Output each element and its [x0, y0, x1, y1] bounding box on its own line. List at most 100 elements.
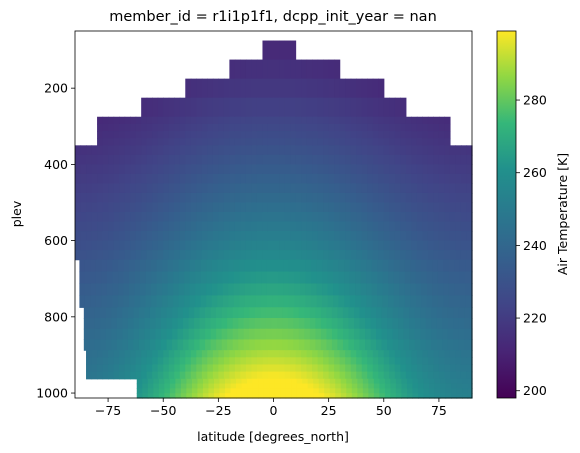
- heatmap-cell: [267, 231, 275, 242]
- heatmap-cell: [144, 339, 151, 351]
- heatmap-cell: [80, 154, 87, 165]
- heatmap-cell: [376, 307, 383, 319]
- heatmap-cell: [276, 307, 283, 319]
- heatmap-cell: [378, 116, 385, 125]
- heatmap-cell: [273, 97, 280, 118]
- heatmap-cell: [466, 145, 473, 156]
- heatmap-cell: [416, 350, 423, 358]
- heatmap-cell: [382, 295, 389, 308]
- heatmap-cell: [185, 240, 192, 251]
- heatmap-cell: [410, 295, 417, 308]
- heatmap-cell: [466, 183, 473, 194]
- heatmap-cell: [83, 339, 90, 351]
- heatmap-cell: [252, 388, 259, 394]
- heatmap-cell: [421, 295, 428, 308]
- heatmap-cell: [142, 383, 149, 389]
- heatmap-cell: [388, 271, 395, 285]
- heatmap-cell: [174, 212, 181, 223]
- heatmap-cell: [400, 221, 407, 232]
- heatmap-cell: [102, 231, 109, 242]
- heatmap-cell: [274, 393, 281, 399]
- heatmap-cell: [185, 371, 192, 380]
- heatmap-cell: [293, 307, 300, 319]
- heatmap-cell: [372, 371, 379, 380]
- heatmap-cell: [152, 173, 159, 185]
- heatmap-cell: [95, 259, 103, 273]
- heatmap-cell: [113, 192, 120, 204]
- heatmap-cell: [179, 221, 186, 232]
- heatmap-cell: [256, 97, 264, 118]
- heatmap-cell: [298, 339, 305, 351]
- heatmap-cell: [448, 295, 455, 308]
- heatmap-cell: [266, 259, 273, 273]
- heatmap-cell: [168, 173, 175, 185]
- heatmap-cell: [323, 202, 330, 213]
- heatmap-cell: [229, 97, 236, 118]
- heatmap-cell: [130, 364, 137, 373]
- heatmap-cell: [344, 283, 351, 296]
- heatmap-cell: [389, 350, 396, 358]
- heatmap-cell: [274, 383, 281, 389]
- heatmap-cell: [367, 192, 374, 204]
- heatmap-cell: [354, 307, 361, 319]
- heatmap-cell: [290, 173, 297, 185]
- heatmap-cell: [382, 283, 389, 296]
- heatmap-cell: [157, 154, 164, 165]
- heatmap-cell: [372, 154, 379, 165]
- heatmap-cell: [83, 307, 90, 319]
- heatmap-cell: [234, 59, 242, 80]
- heatmap-cell: [339, 123, 346, 132]
- heatmap-cell: [362, 378, 369, 385]
- heatmap-cell: [180, 393, 187, 399]
- heatmap-cell: [190, 131, 197, 139]
- heatmap-cell: [310, 259, 318, 273]
- heatmap-cell: [80, 221, 87, 232]
- heatmap-cell: [306, 173, 313, 185]
- heatmap-cell: [405, 371, 412, 380]
- heatmap-cell: [141, 350, 148, 358]
- heatmap-cell: [113, 231, 120, 242]
- heatmap-cell: [399, 259, 406, 273]
- heatmap-cell: [251, 371, 258, 380]
- heatmap-cell: [206, 295, 213, 308]
- heatmap-cell: [190, 145, 197, 156]
- heatmap-cell: [389, 183, 396, 194]
- heatmap-cell: [146, 183, 153, 194]
- heatmap-cell: [367, 371, 374, 380]
- heatmap-cell: [251, 364, 258, 373]
- heatmap-cell: [223, 202, 230, 213]
- heatmap-cell: [400, 212, 407, 223]
- heatmap-cell: [156, 283, 163, 296]
- heatmap-cell: [317, 138, 324, 146]
- heatmap-cell: [251, 131, 258, 139]
- heatmap-cell: [152, 116, 159, 125]
- heatmap-cell: [390, 393, 397, 399]
- heatmap-cell: [212, 78, 219, 99]
- heatmap-cell: [185, 138, 192, 146]
- heatmap-cell: [179, 131, 186, 139]
- heatmap-cell: [290, 192, 297, 204]
- heatmap-cell: [306, 231, 313, 242]
- heatmap-cell: [202, 383, 210, 389]
- heatmap-cell: [466, 231, 473, 242]
- heatmap-cell: [464, 318, 471, 330]
- heatmap-cell: [306, 183, 313, 194]
- heatmap-cell: [108, 173, 115, 185]
- heatmap-cell: [301, 371, 308, 380]
- heatmap-cell: [312, 364, 319, 373]
- heatmap-cell: [356, 371, 363, 380]
- heatmap-cell: [265, 318, 272, 330]
- heatmap-cell: [433, 138, 440, 146]
- heatmap-cell: [91, 364, 98, 373]
- heatmap-cell: [249, 339, 256, 351]
- heatmap-cell: [164, 378, 171, 385]
- heatmap-cell: [146, 364, 153, 373]
- heatmap-cell: [312, 123, 319, 132]
- heatmap-cell: [173, 259, 180, 273]
- heatmap-cell: [177, 339, 184, 351]
- heatmap-cell: [445, 378, 452, 385]
- heatmap-cell: [455, 154, 462, 165]
- heatmap-cell: [152, 231, 159, 242]
- heatmap-cell: [249, 318, 256, 330]
- heatmap-cell: [328, 364, 335, 373]
